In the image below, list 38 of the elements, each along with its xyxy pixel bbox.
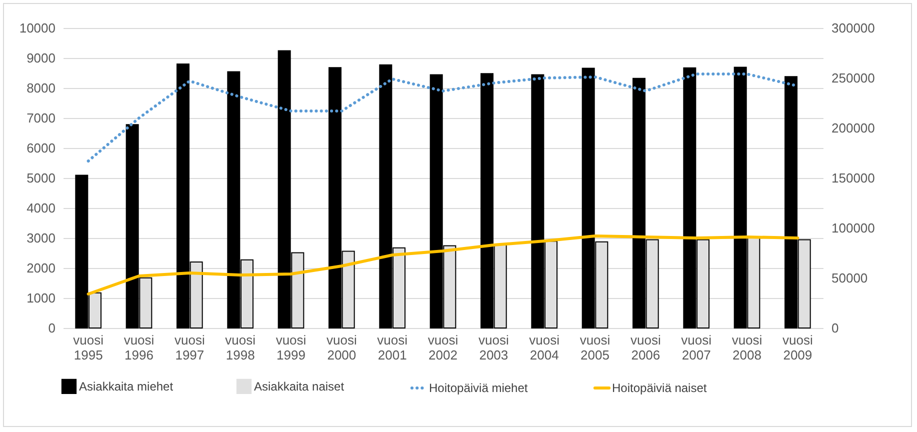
x-tick-label: vuosi 2001: [377, 332, 408, 362]
x-tick-label: vuosi 1996: [124, 332, 154, 362]
legend-label: Hoitopäiviä miehet: [429, 381, 528, 395]
x-tick-label: vuosi 1995: [73, 332, 104, 362]
y-tick-label: 6000: [26, 140, 56, 156]
y-tick-label: 4000: [26, 200, 56, 216]
y-tick-label: 7000: [26, 110, 56, 126]
x-tick-label: vuosi 2009: [782, 332, 813, 362]
y2-tick-label: 0: [832, 320, 839, 336]
x-tick-label: vuosi 1999: [276, 332, 306, 362]
x-tick-label: vuosi 2008: [732, 332, 762, 362]
x-tick-label: vuosi 2007: [681, 332, 712, 362]
x-tick-label: vuosi 2000: [326, 332, 357, 362]
y2-tick-label: 250000: [832, 70, 875, 86]
y-tick-label: 0: [48, 320, 56, 336]
y-tick-label: 10000: [19, 20, 56, 36]
legend-label: Asiakkaita miehet: [79, 379, 174, 394]
y-tick-label: 2000: [26, 260, 56, 276]
y2-tick-label: 200000: [832, 120, 875, 136]
line-series: [86, 234, 800, 296]
x-tick-label: vuosi 2005: [580, 332, 610, 362]
y-tick-label: 8000: [26, 80, 56, 96]
y-tick-label: 5000: [26, 170, 56, 186]
y-tick-label: 9000: [26, 50, 56, 66]
y-tick-label: 3000: [26, 230, 56, 246]
x-tick-label: vuosi 2006: [630, 332, 661, 362]
legend-label: Asiakkaita naiset: [254, 379, 345, 394]
x-tick-label: vuosi 1998: [225, 332, 256, 362]
y2-tick-label: 300000: [832, 20, 875, 36]
y2-tick-label: 50000: [832, 270, 868, 286]
x-tick-label: vuosi 2002: [428, 332, 458, 362]
y-tick-label: 1000: [26, 290, 56, 306]
legend-label: Hoitopäiviä naiset: [612, 381, 708, 395]
y2-tick-label: 100000: [832, 220, 875, 236]
y2-tick-label: 150000: [832, 170, 875, 186]
x-tick-label: vuosi 2004: [529, 332, 560, 362]
x-tick-label: vuosi 2003: [478, 332, 509, 362]
x-tick-label: vuosi 1997: [174, 332, 205, 362]
